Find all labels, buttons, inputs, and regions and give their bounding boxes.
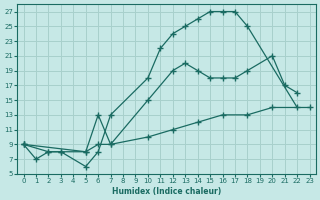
X-axis label: Humidex (Indice chaleur): Humidex (Indice chaleur)	[112, 187, 221, 196]
